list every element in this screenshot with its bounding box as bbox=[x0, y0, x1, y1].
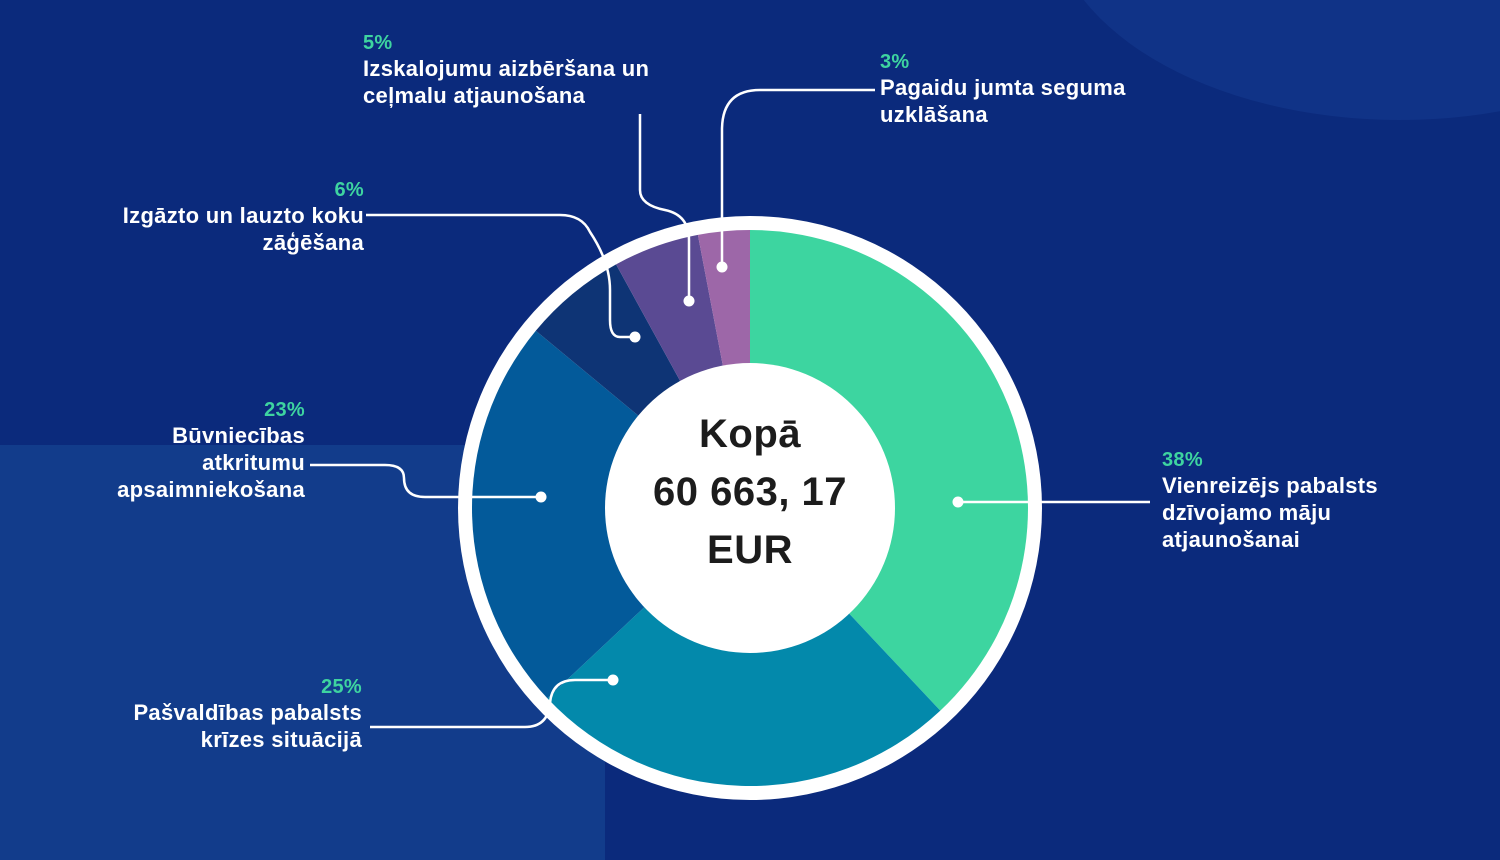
slice-label-s4: 6% Izgāzto un lauzto koku zāģēšana bbox=[40, 178, 364, 256]
center-title: Kopā bbox=[699, 412, 801, 456]
leader-line-s2 bbox=[370, 678, 613, 729]
leader-dots bbox=[535, 261, 964, 686]
slice-label-s2: 25% Pašvaldības pabalsts krīzes situācij… bbox=[40, 675, 362, 753]
slice-name-s6: Pagaidu jumta seguma uzklāšana bbox=[880, 75, 1126, 127]
slice-label-s5: 5% Izskalojumu aizbēršana un ceļmalu atj… bbox=[363, 31, 743, 109]
slice-name-s4: Izgāzto un lauzto koku zāģēšana bbox=[122, 203, 364, 255]
slice-percent-s6: 3% bbox=[880, 51, 910, 73]
leader-line-s6 bbox=[720, 88, 875, 267]
slice-label-s3: 23% Būvniecības atkritumu apsaimniekošan… bbox=[40, 398, 305, 503]
leader-dot-s1 bbox=[952, 496, 964, 508]
slice-name-s2: Pašvaldības pabalsts krīzes situācijā bbox=[133, 700, 362, 752]
chart-center-hole bbox=[605, 363, 895, 653]
slice-name-s5: Izskalojumu aizbēršana un ceļmalu atjaun… bbox=[363, 56, 650, 108]
leader-line-s3 bbox=[310, 463, 541, 499]
leader-dot-s2 bbox=[607, 674, 619, 686]
slice-percent-s2: 25% bbox=[321, 676, 362, 698]
leader-dot-s3 bbox=[535, 491, 547, 503]
slice-name-s1: Vienreizējs pabalsts dzīvojamo māju atja… bbox=[1162, 473, 1378, 552]
leader-lines bbox=[310, 88, 1150, 729]
leader-dot-s6 bbox=[716, 261, 728, 273]
slice-percent-s3: 23% bbox=[264, 399, 305, 421]
slice-percent-s1: 38% bbox=[1162, 449, 1203, 471]
leader-dot-s4 bbox=[629, 331, 641, 343]
chart-center-total: Kopā 60 663, 17 EUR bbox=[605, 405, 895, 579]
leader-line-s5 bbox=[638, 114, 691, 301]
leader-dot-s5 bbox=[683, 295, 695, 307]
slice-percent-s4: 6% bbox=[334, 179, 364, 201]
slice-label-s1: 38% Vienreizējs pabalsts dzīvojamo māju … bbox=[1162, 448, 1482, 553]
slice-label-s6: 3% Pagaidu jumta seguma uzklāšana bbox=[880, 50, 1220, 128]
slice-name-s3: Būvniecības atkritumu apsaimniekošana bbox=[117, 423, 305, 502]
slice-percent-s5: 5% bbox=[363, 32, 393, 54]
center-amount: 60 663, 17 bbox=[652, 470, 848, 514]
center-currency: EUR bbox=[707, 528, 793, 572]
leader-line-s4 bbox=[366, 213, 635, 339]
